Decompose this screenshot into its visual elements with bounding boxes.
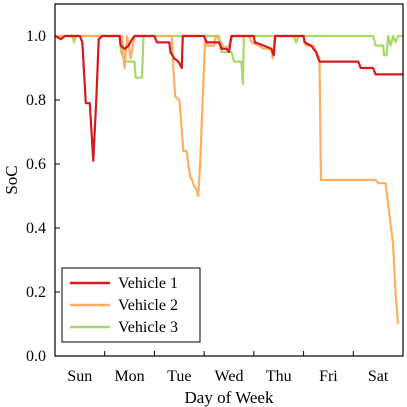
y-tick-label: 1.0 xyxy=(26,28,46,45)
x-tick-label: Tue xyxy=(167,368,191,385)
x-tick-label: Fri xyxy=(319,368,338,385)
y-tick-label: 0.8 xyxy=(26,92,46,109)
y-axis-ticks: 0.0 0.2 0.4 0.6 0.8 1.0 xyxy=(26,28,60,365)
x-axis-ticks: Sun Mon Tue Wed Thu Fri Sat xyxy=(67,351,389,385)
x-tick-label: Mon xyxy=(114,368,144,385)
x-tick-label: Sun xyxy=(67,368,92,385)
legend-label: Vehicle 1 xyxy=(118,275,178,292)
x-axis-label: Day of Week xyxy=(185,388,274,407)
y-tick-label: 0.0 xyxy=(26,348,46,365)
legend-label: Vehicle 2 xyxy=(118,297,178,314)
series-layer xyxy=(54,34,403,325)
series-line-vehicle-3 xyxy=(55,34,403,86)
y-tick-label: 0.2 xyxy=(26,284,46,301)
x-tick-label: Thu xyxy=(266,368,292,385)
legend: Vehicle 1 Vehicle 2 Vehicle 3 xyxy=(61,267,201,343)
x-tick-label: Sat xyxy=(368,368,389,385)
y-tick-label: 0.6 xyxy=(26,156,46,173)
x-tick-label: Wed xyxy=(215,368,244,385)
plot-frame xyxy=(54,3,404,357)
y-tick-label: 0.4 xyxy=(26,220,46,237)
y-axis-label: SoC xyxy=(2,165,21,194)
legend-label: Vehicle 3 xyxy=(118,319,178,336)
series-line-vehicle-1 xyxy=(54,34,403,162)
